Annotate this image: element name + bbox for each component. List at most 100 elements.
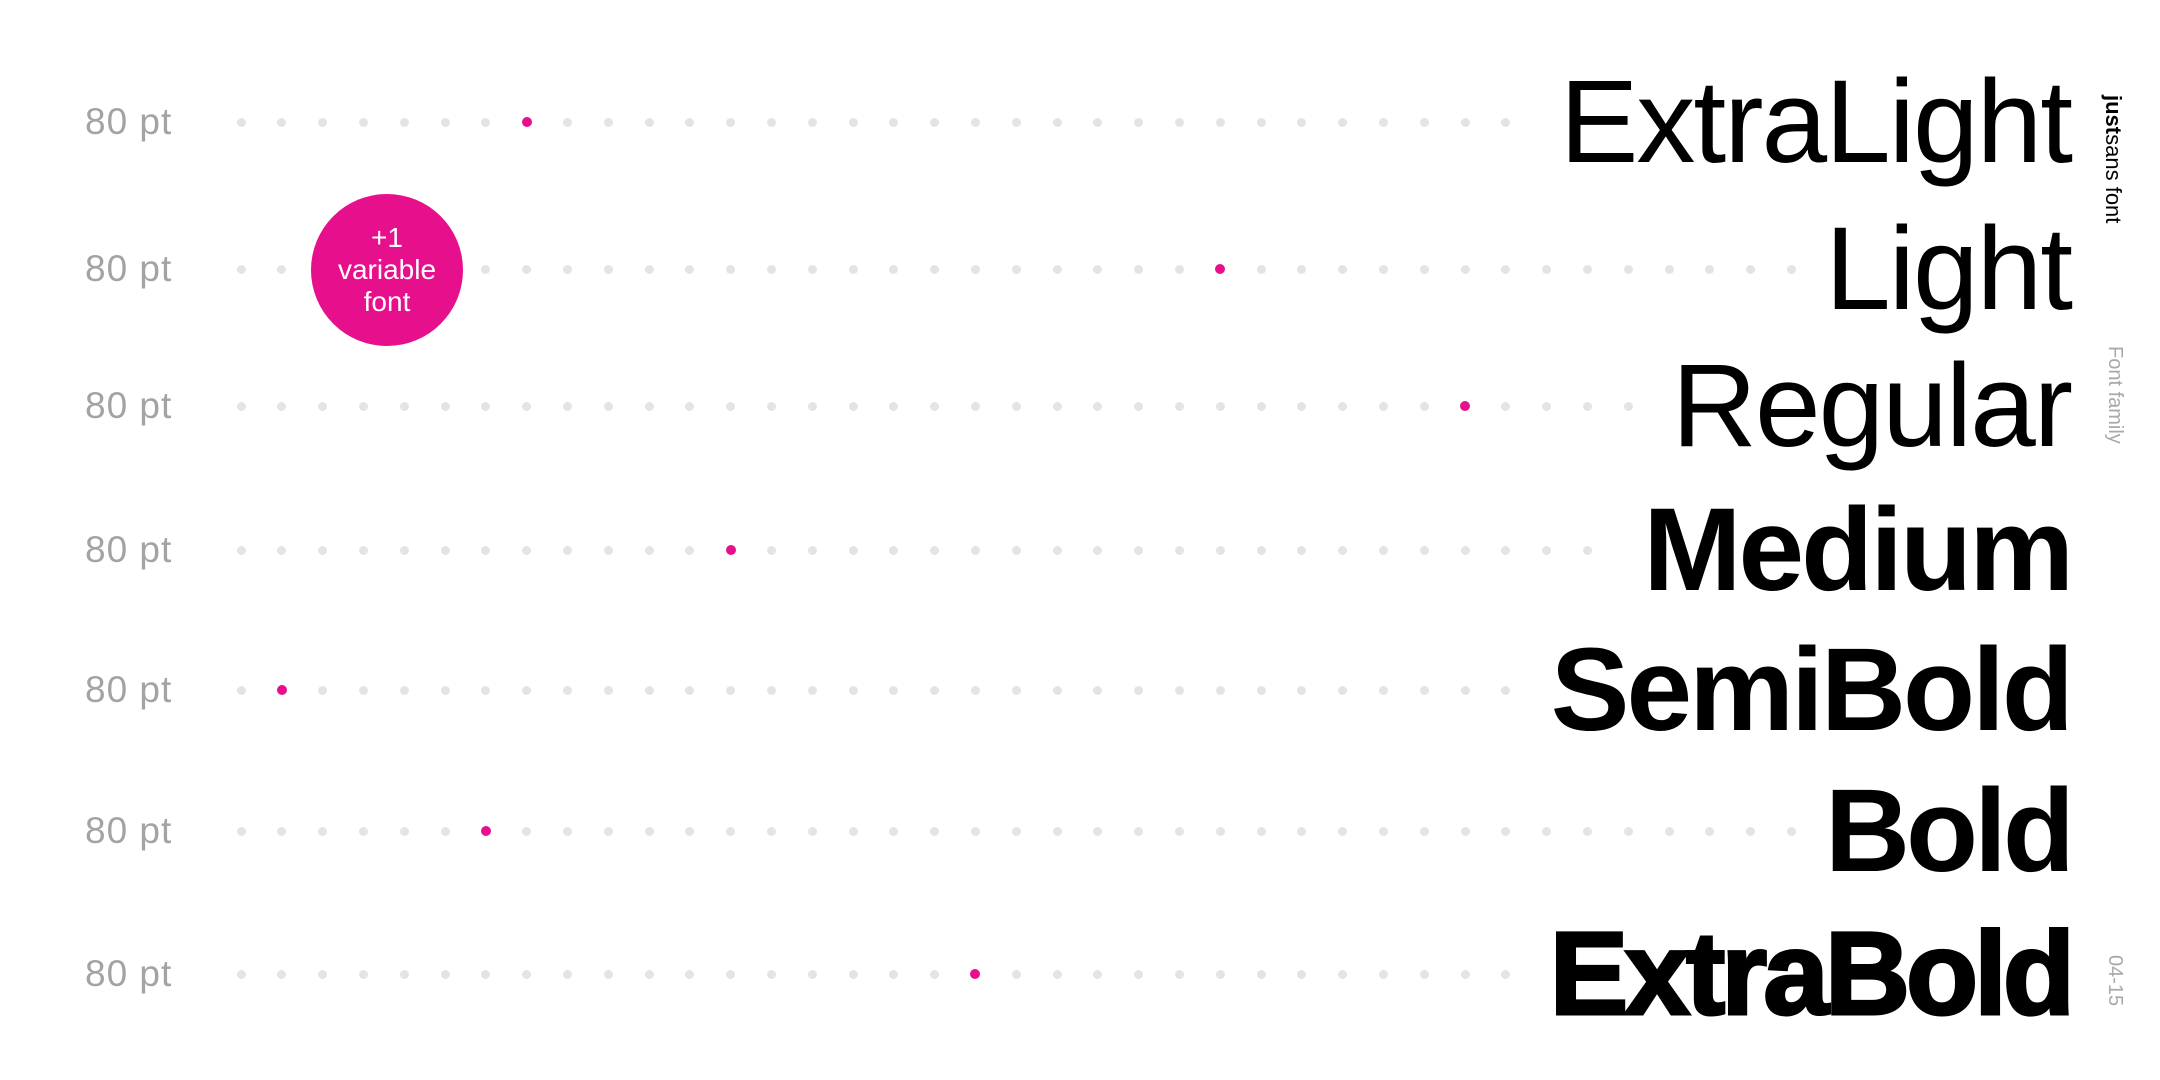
track-dot — [562, 685, 572, 695]
weight-row-extralight: 80 pt ExtraLight — [0, 52, 2160, 192]
track-dot — [1174, 264, 1184, 274]
track-dot — [1011, 685, 1021, 695]
track-dot — [1052, 264, 1062, 274]
track-dot — [1297, 401, 1307, 411]
track-dot — [644, 264, 654, 274]
track-dot — [766, 826, 776, 836]
track-dot — [1378, 401, 1388, 411]
track-dot — [277, 117, 287, 127]
track-dot — [1501, 685, 1511, 695]
page-number: 04-15 — [2104, 955, 2126, 1007]
track-dot — [930, 401, 940, 411]
weight-row-extrabold: 80 pt ExtraBold — [0, 904, 2160, 1044]
track-dot — [848, 117, 858, 127]
track-dot — [1052, 401, 1062, 411]
track-dot — [766, 264, 776, 274]
track-dot — [644, 117, 654, 127]
track-dot — [685, 826, 695, 836]
track-dot — [1256, 685, 1266, 695]
track-dot — [807, 117, 817, 127]
track-dot — [440, 117, 450, 127]
track-dot — [358, 826, 368, 836]
track-dot — [1256, 264, 1266, 274]
track-dot — [1664, 264, 1674, 274]
track-dot — [236, 685, 246, 695]
variable-font-badge: +1 variable font — [311, 194, 463, 346]
track-dot — [1378, 264, 1388, 274]
track-dot — [1052, 545, 1062, 555]
track-dot — [1011, 545, 1021, 555]
track-dot — [1093, 401, 1103, 411]
track-dot — [1338, 401, 1348, 411]
size-label: 80 pt — [85, 953, 173, 994]
track-dot — [1746, 264, 1756, 274]
track-dot — [277, 826, 287, 836]
brand-label: justsans font — [2100, 95, 2126, 223]
track-dot — [644, 685, 654, 695]
track-dot — [399, 401, 409, 411]
track-dot — [522, 685, 532, 695]
weight-row-regular: 80 pt Regular — [0, 336, 2160, 476]
track-dot — [848, 826, 858, 836]
track-dot — [766, 117, 776, 127]
active-weight-dot — [725, 545, 736, 555]
track-dot — [726, 685, 736, 695]
track-dot — [1419, 685, 1429, 695]
track-dot — [358, 117, 368, 127]
track-dot — [440, 969, 450, 979]
track-dot — [889, 401, 899, 411]
track-dot — [1338, 969, 1348, 979]
track-dot — [1093, 969, 1103, 979]
track-dot — [440, 685, 450, 695]
track-dot — [399, 117, 409, 127]
track-dot — [1134, 117, 1144, 127]
track-dot — [685, 969, 695, 979]
weight-name-light: Light — [1825, 203, 2073, 335]
track-dot — [1052, 685, 1062, 695]
track-dot — [562, 401, 572, 411]
track-dot — [1664, 826, 1674, 836]
weight-row-light: 80 pt Light — [0, 199, 2160, 339]
active-weight-dot — [1460, 401, 1470, 411]
track-dot — [522, 545, 532, 555]
track-dot — [1134, 969, 1144, 979]
track-dot — [644, 969, 654, 979]
track-dot — [236, 264, 246, 274]
size-label: 80 pt — [85, 101, 173, 142]
track-dot — [277, 545, 287, 555]
track-dot — [889, 685, 899, 695]
track-dot — [685, 264, 695, 274]
track-dot — [236, 401, 246, 411]
track-dot — [562, 117, 572, 127]
track-dot — [1011, 401, 1021, 411]
brand-regular: sans font — [2101, 134, 2126, 224]
track-dot — [1542, 545, 1552, 555]
track-dot — [1460, 545, 1470, 555]
track-dot — [1256, 401, 1266, 411]
track-dot — [1460, 685, 1470, 695]
track-dot — [1746, 826, 1756, 836]
track-dot — [1256, 117, 1266, 127]
track-dot — [1501, 401, 1511, 411]
track-dot — [603, 969, 613, 979]
track-dot — [1338, 545, 1348, 555]
track-dot — [930, 545, 940, 555]
track-dot — [644, 826, 654, 836]
track-dot — [358, 969, 368, 979]
weight-name-extrabold: ExtraBold — [1548, 908, 2076, 1040]
track-dot — [1378, 545, 1388, 555]
track-dot — [1215, 545, 1225, 555]
track-dot — [848, 545, 858, 555]
track-dot — [848, 264, 858, 274]
size-label: 80 pt — [85, 385, 173, 426]
weight-row-semibold: 80 pt SemiBold — [0, 620, 2160, 760]
track-dot — [358, 685, 368, 695]
track-dot — [1460, 117, 1470, 127]
track-dot — [440, 401, 450, 411]
track-dot — [1174, 117, 1184, 127]
track-dot — [644, 545, 654, 555]
track-dot — [1052, 969, 1062, 979]
track-dot — [522, 826, 532, 836]
brand-bold: just — [2101, 95, 2126, 135]
track-dot — [1052, 117, 1062, 127]
